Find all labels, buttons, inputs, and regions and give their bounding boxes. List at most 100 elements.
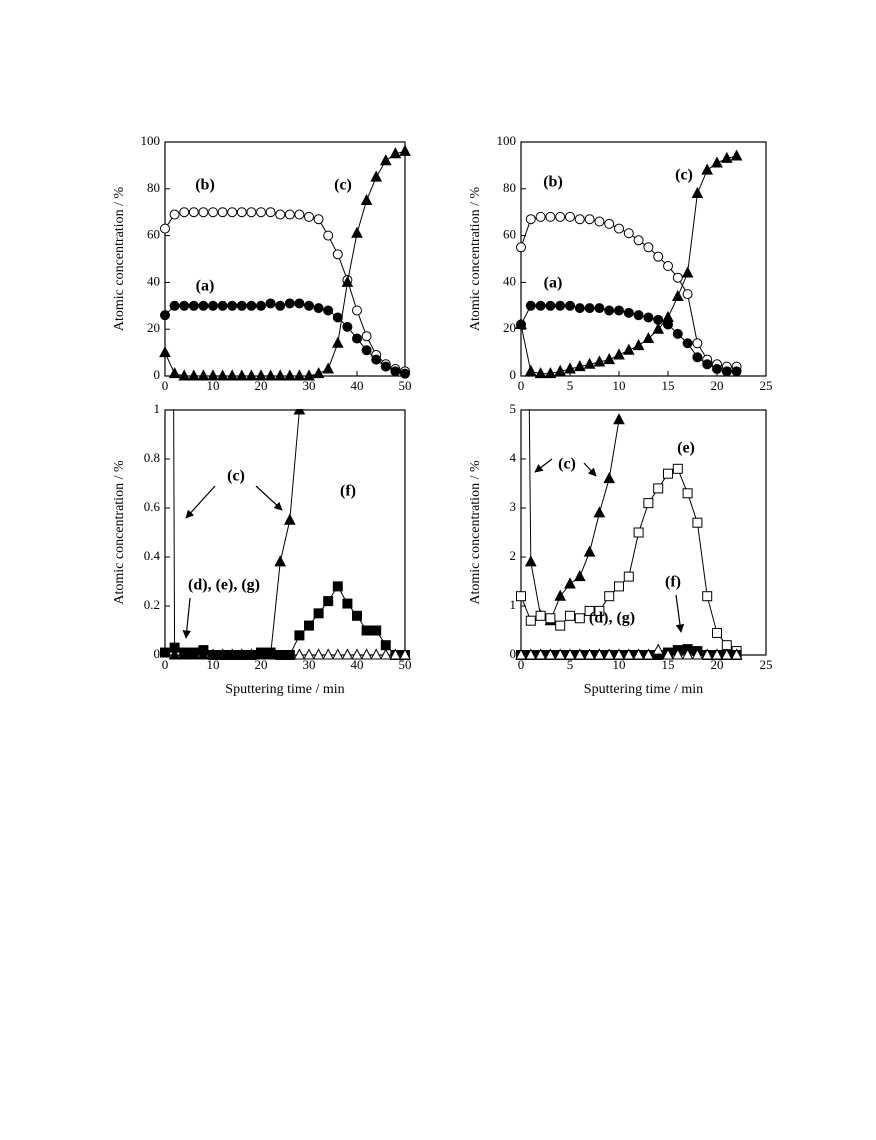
- y-tick-label: 0.6: [144, 499, 161, 514]
- marker: [352, 610, 362, 621]
- marker: [573, 570, 586, 582]
- arrow: [534, 458, 553, 473]
- marker: [179, 647, 190, 658]
- marker: [711, 648, 723, 660]
- marker: [672, 463, 683, 474]
- x-tick-label: 20: [711, 657, 724, 672]
- marker: [632, 339, 645, 351]
- x-axis-title: Sputtering time / min: [225, 682, 344, 697]
- marker: [712, 363, 722, 374]
- marker: [731, 366, 742, 377]
- marker: [226, 369, 239, 381]
- marker: [389, 147, 402, 159]
- x-tick-label: 50: [399, 657, 412, 672]
- marker: [524, 364, 537, 376]
- marker: [179, 207, 190, 218]
- marker: [370, 648, 383, 660]
- marker: [235, 369, 248, 381]
- y-tick-label: 100: [497, 133, 517, 148]
- marker: [662, 648, 674, 660]
- marker: [294, 298, 305, 309]
- marker: [662, 310, 674, 322]
- annotation: (a): [544, 275, 563, 292]
- marker: [197, 369, 210, 381]
- x-tick-label: 10: [613, 378, 626, 393]
- y-tick-label: 1: [154, 401, 161, 416]
- marker: [565, 300, 575, 311]
- marker: [160, 223, 170, 234]
- marker: [294, 630, 305, 641]
- marker: [652, 322, 665, 334]
- marker: [217, 300, 228, 311]
- marker: [564, 362, 576, 374]
- y-tick-label: 0.4: [144, 548, 161, 563]
- marker: [712, 627, 722, 638]
- marker: [544, 367, 557, 379]
- marker: [614, 305, 624, 316]
- marker: [371, 354, 382, 365]
- y-tick-label: 0.8: [144, 450, 160, 465]
- x-tick-label: 30: [303, 657, 316, 672]
- marker: [293, 648, 306, 660]
- series-line: [173, 409, 300, 656]
- x-tick-label: 40: [351, 657, 364, 672]
- marker: [304, 211, 314, 222]
- y-tick-label: 1: [510, 597, 517, 612]
- marker: [342, 321, 353, 332]
- marker: [583, 648, 596, 660]
- marker: [390, 366, 401, 377]
- marker: [198, 300, 209, 311]
- marker: [583, 545, 596, 557]
- marker: [730, 149, 743, 161]
- y-tick-label: 20: [147, 320, 160, 335]
- marker: [692, 517, 703, 528]
- marker: [216, 369, 229, 381]
- marker: [613, 348, 625, 360]
- marker: [246, 300, 257, 311]
- annotation: (b): [195, 177, 215, 194]
- marker: [555, 300, 566, 311]
- marker: [555, 211, 566, 222]
- marker: [323, 230, 334, 241]
- marker: [603, 472, 616, 484]
- marker: [361, 345, 372, 356]
- marker: [264, 369, 277, 381]
- marker: [227, 300, 238, 311]
- marker: [265, 298, 276, 309]
- marker: [516, 242, 526, 253]
- marker: [534, 648, 547, 660]
- marker: [313, 303, 324, 314]
- marker: [371, 625, 382, 636]
- marker: [255, 369, 267, 381]
- marker: [246, 650, 257, 660]
- marker: [179, 300, 190, 311]
- marker: [663, 468, 673, 479]
- marker: [691, 186, 704, 198]
- marker: [604, 305, 615, 316]
- y-tick-label: 0: [510, 646, 517, 661]
- marker: [643, 498, 654, 509]
- marker: [303, 369, 315, 381]
- marker: [720, 151, 733, 163]
- marker: [168, 367, 181, 379]
- marker: [623, 228, 634, 239]
- arrow: [185, 485, 216, 519]
- marker: [352, 305, 362, 316]
- marker: [702, 591, 713, 602]
- marker: [614, 223, 624, 234]
- marker: [217, 207, 228, 218]
- marker: [623, 571, 634, 582]
- marker: [380, 640, 391, 651]
- arrow: [255, 485, 283, 511]
- marker: [323, 596, 334, 607]
- marker: [400, 368, 410, 379]
- marker: [671, 648, 684, 660]
- marker: [227, 650, 238, 660]
- marker: [633, 527, 644, 538]
- plot-frame: [164, 409, 406, 656]
- x-tick-label: 10: [207, 657, 220, 672]
- marker: [236, 207, 247, 218]
- marker: [304, 300, 314, 311]
- marker: [720, 648, 733, 660]
- marker: [702, 359, 713, 370]
